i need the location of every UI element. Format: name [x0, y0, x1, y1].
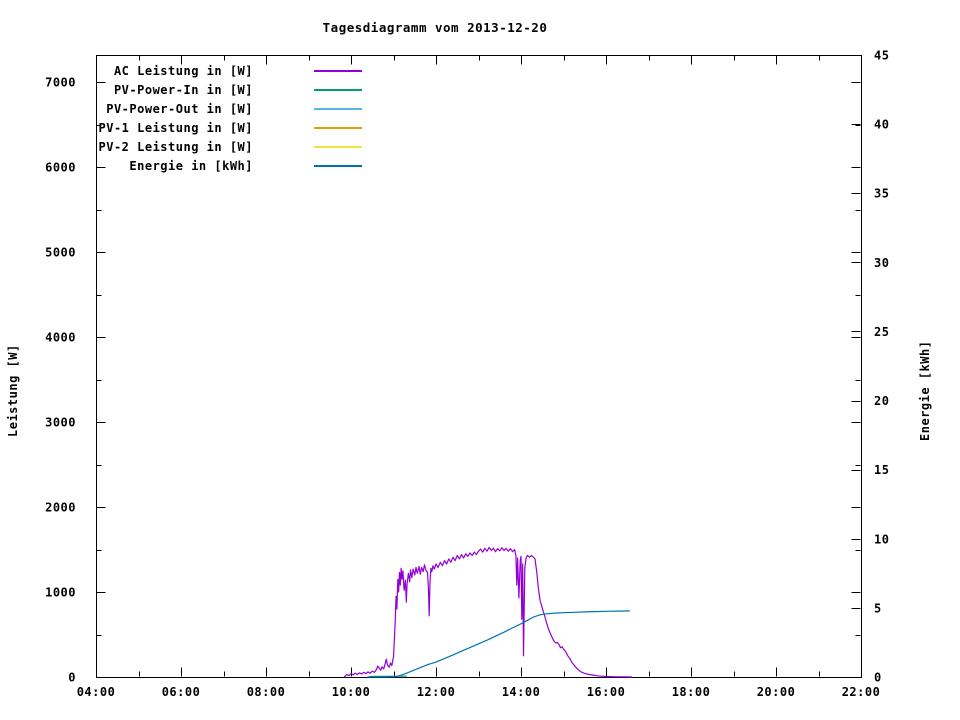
- legend-label: PV-Power-Out in [W]: [106, 102, 253, 116]
- y2-tick-label: 35: [874, 187, 889, 201]
- x-tick-label: 16:00: [587, 685, 626, 699]
- y2-tick-label: 20: [874, 394, 889, 408]
- x-tick-label: 04:00: [77, 685, 116, 699]
- legend-swatch: [314, 108, 362, 110]
- legend-row: AC Leistung in [W]: [0, 64, 380, 78]
- y2-tick-label: 5: [874, 601, 882, 615]
- y1-tick-label: 7000: [45, 76, 76, 90]
- series-line-5: [367, 610, 631, 678]
- x-tick-label: 06:00: [162, 685, 201, 699]
- y2-tick-label: 0: [874, 671, 882, 685]
- legend-swatch: [314, 127, 362, 129]
- x-axis-tick-labels: 04:00 06:00 08:00 10:00 12:00 14:00 16:00 18:00…: [77, 685, 881, 699]
- legend-row: PV-Power-Out in [W]: [0, 102, 380, 116]
- y1-tick-label: 2000: [45, 501, 76, 515]
- y2-tick-label: 10: [874, 532, 889, 546]
- legend-label: Energie in [kWh]: [129, 159, 253, 173]
- x-tick-label: 08:00: [247, 685, 286, 699]
- legend-label: PV-1 Leistung in [W]: [98, 121, 253, 135]
- series-line-0: [344, 546, 633, 678]
- y2-axis-tick-labels: 0 5 10 15 20 25 30 35 40 45: [874, 49, 889, 685]
- y1-tick-label: 0: [68, 671, 76, 685]
- legend-label: PV-2 Leistung in [W]: [98, 140, 253, 154]
- x-tick-label: 18:00: [672, 685, 711, 699]
- legend-swatch: [314, 146, 362, 148]
- legend-label: PV-Power-In in [W]: [113, 83, 253, 97]
- legend-swatch: [314, 165, 362, 167]
- legend-row: PV-Power-In in [W]: [0, 83, 380, 97]
- x-tick-label: 22:00: [842, 685, 881, 699]
- x-tick-label: 12:00: [417, 685, 456, 699]
- legend-row: PV-1 Leistung in [W]: [0, 121, 380, 135]
- x-tick-label: 14:00: [502, 685, 541, 699]
- y1-tick-label: 3000: [45, 416, 76, 430]
- legend-swatch: [314, 70, 362, 72]
- y2-tick-label: 15: [874, 463, 889, 477]
- y1-axis-ticks: [96, 82, 861, 678]
- y1-tick-label: 6000: [45, 161, 76, 175]
- y2-tick-label: 40: [874, 118, 889, 132]
- y1-tick-label: 4000: [45, 331, 76, 345]
- y2-tick-label: 25: [874, 325, 889, 339]
- x-tick-label: 10:00: [332, 685, 371, 699]
- y1-axis-tick-labels: 0 1000 2000 3000 4000 5000 6000 7000: [45, 76, 76, 685]
- legend-swatch: [314, 89, 362, 91]
- legend-row: Energie in [kWh]: [0, 159, 380, 173]
- y2-axis-ticks: [851, 55, 861, 678]
- legend-label: AC Leistung in [W]: [113, 64, 253, 78]
- y1-tick-label: 5000: [45, 246, 76, 260]
- y2-tick-label: 30: [874, 256, 889, 270]
- x-tick-label: 20:00: [757, 685, 796, 699]
- y2-tick-label: 45: [874, 49, 889, 63]
- legend-row: PV-2 Leistung in [W]: [0, 140, 380, 154]
- x-axis-ticks: [96, 55, 862, 677]
- y1-tick-label: 1000: [45, 586, 76, 600]
- chart-title: Tagesdiagramm vom 2013-12-20: [322, 20, 548, 35]
